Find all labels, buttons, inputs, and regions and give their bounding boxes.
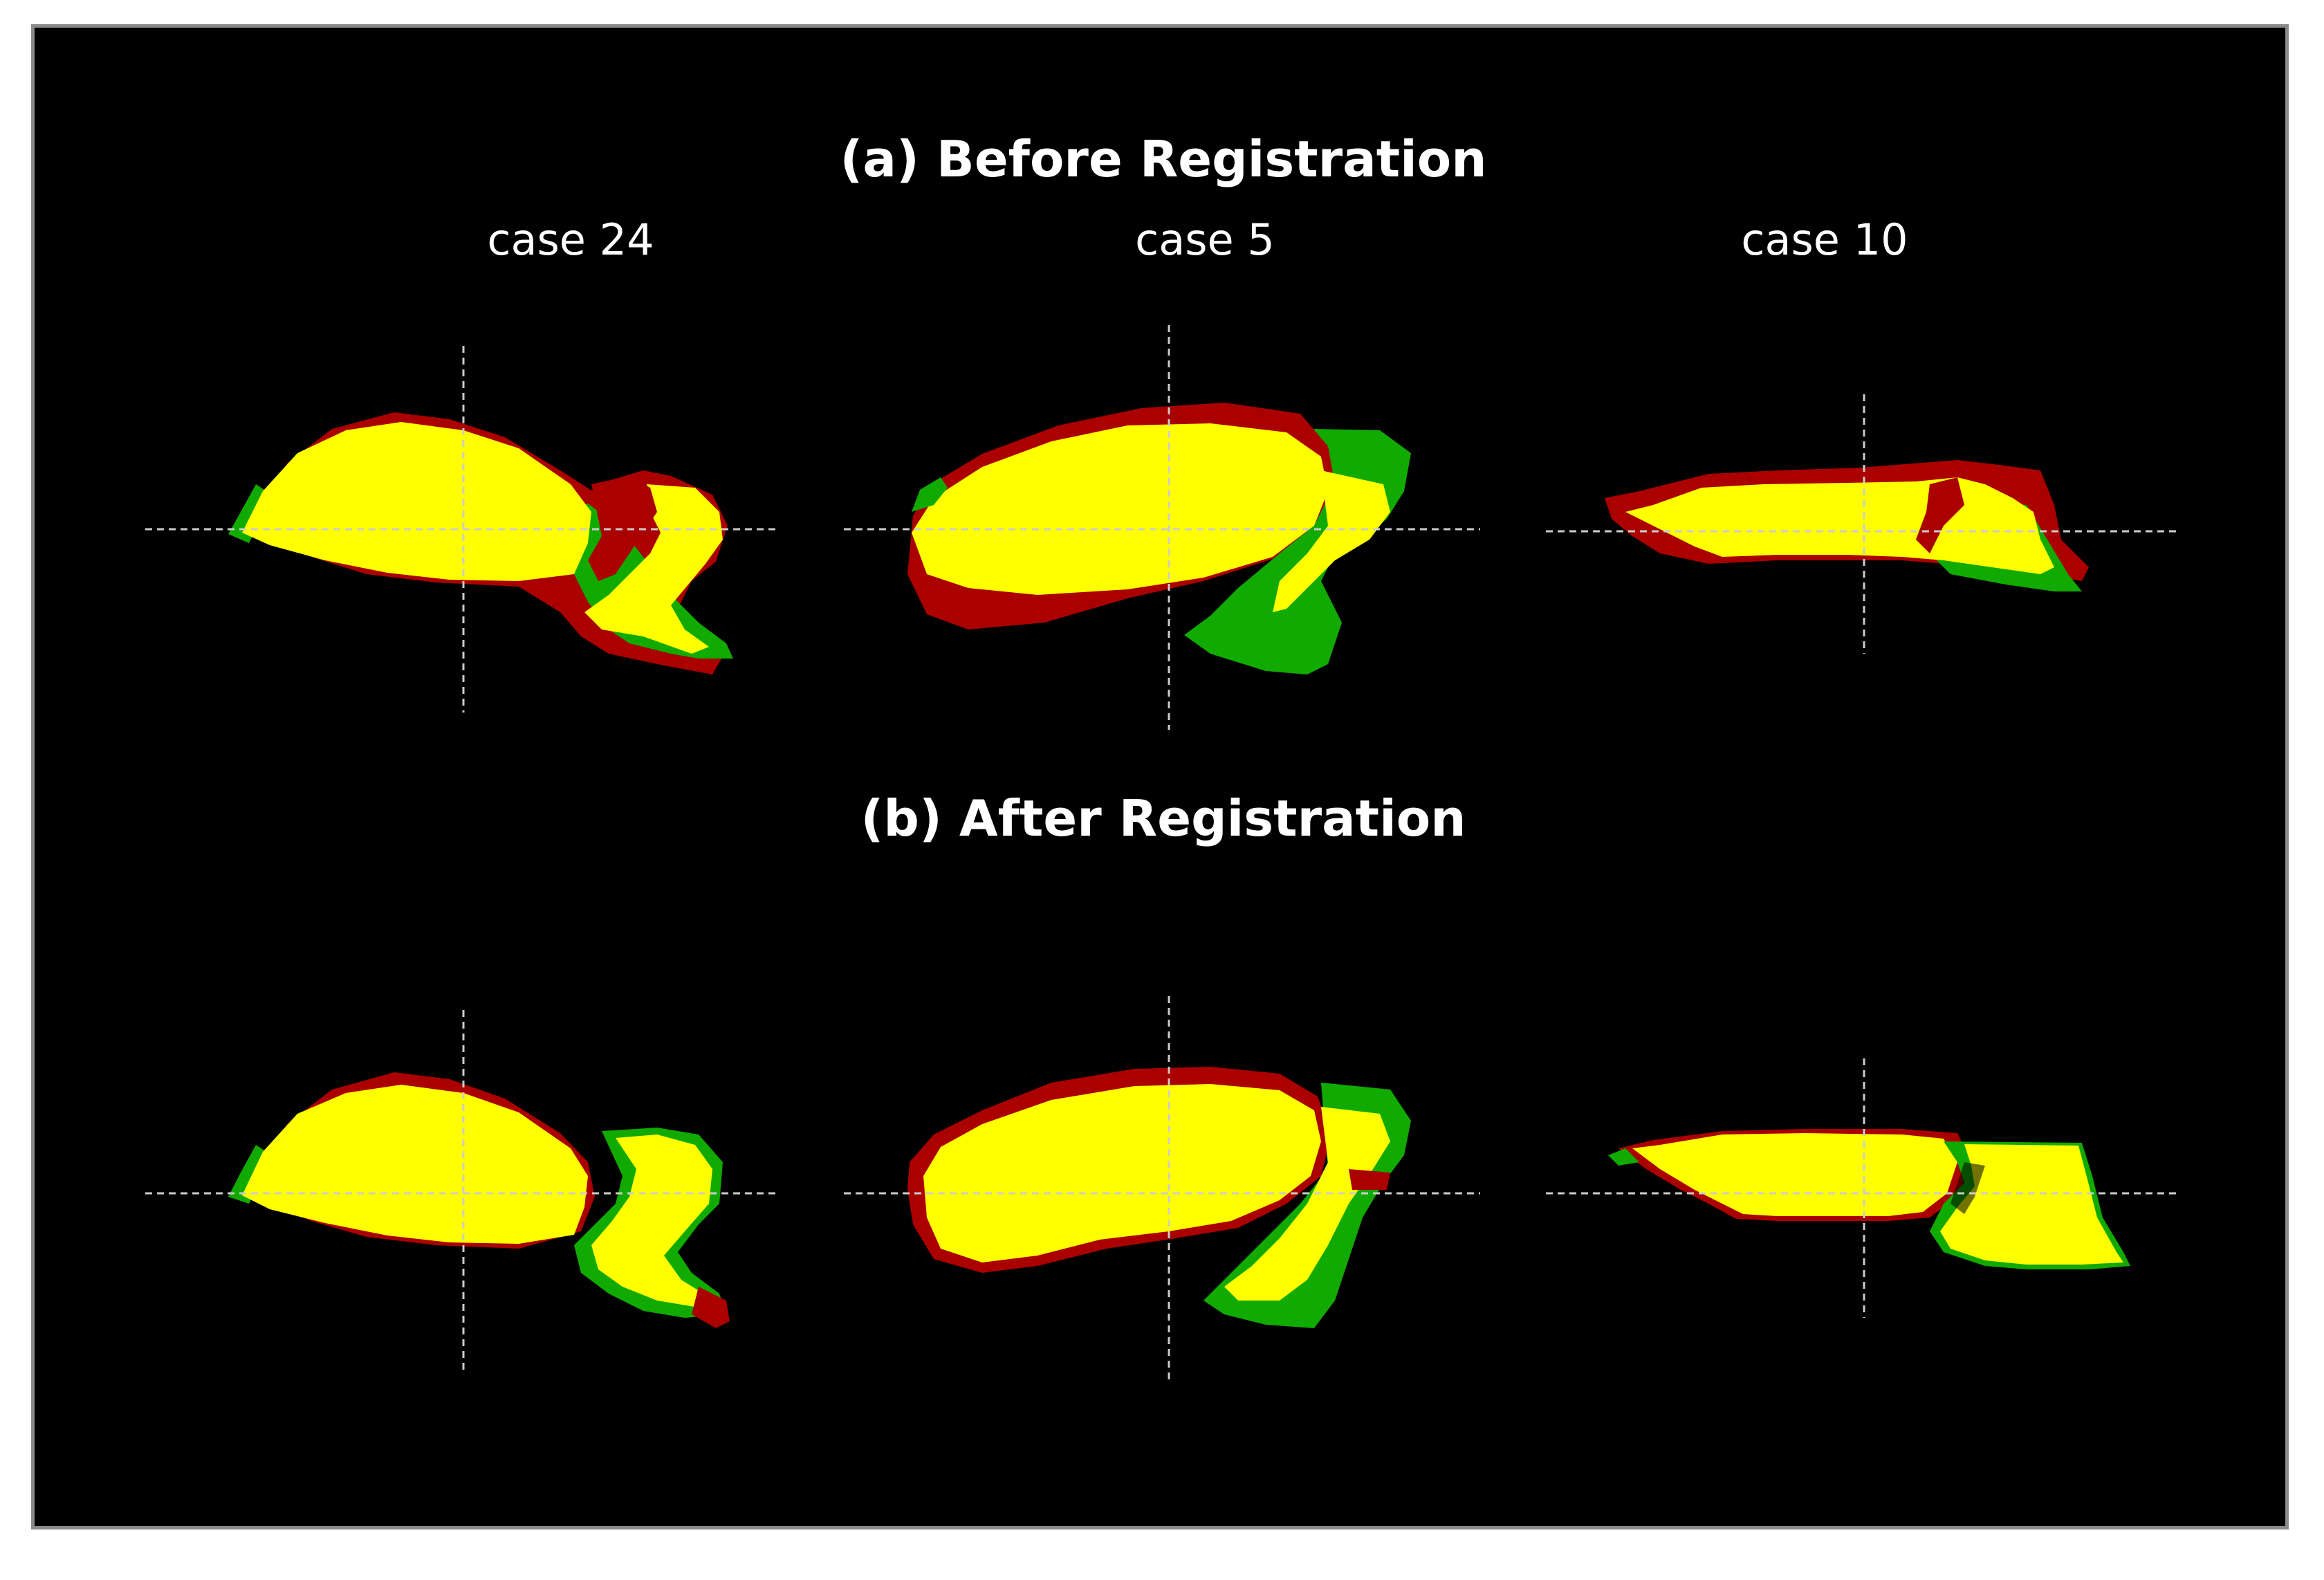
crosshairs-before [145,325,2179,730]
crosshairs-after [145,996,2179,1384]
case-label-1: case 24 [487,214,654,265]
overlay-after-case-24 [228,1072,730,1328]
case-label-3: case 10 [1741,214,1908,265]
panel-a-title: (a) Before Registration [840,130,1487,188]
overlay-after-case-10 [1608,1129,2130,1269]
case-label-2: case 5 [1135,214,1275,265]
overlay-before-case-5 [907,403,1411,674]
overlay-after-case-5 [907,1067,1411,1328]
segmentation-overlay-figure [145,325,2179,1384]
overlay-before-case-24 [228,412,733,674]
panel-b-title: (b) After Registration [860,789,1466,847]
figure-frame: (a) Before Registration case 24 case 5 c… [31,24,2289,1530]
overlay-before-case-10 [1605,460,2089,591]
